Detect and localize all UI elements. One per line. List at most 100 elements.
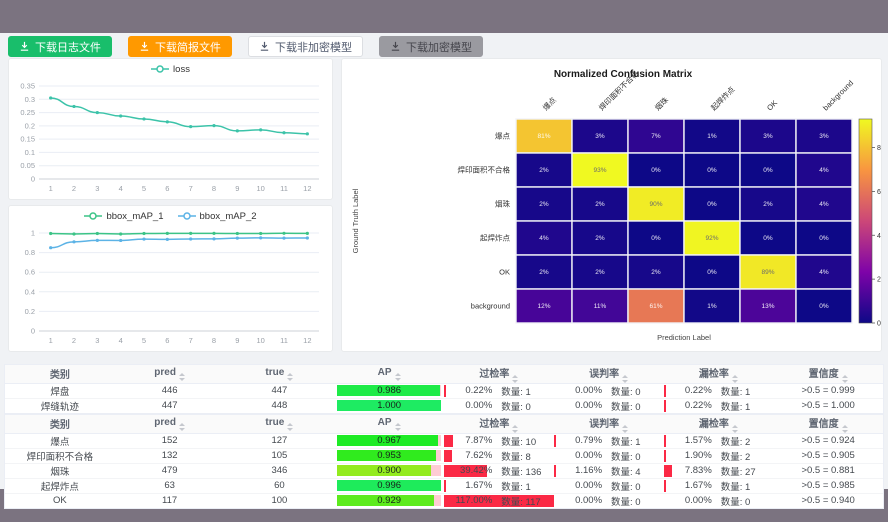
true-count-cell: 346	[224, 463, 335, 479]
ap-bar: 0.953	[337, 450, 441, 461]
sort-caret-icon[interactable]	[841, 375, 848, 382]
svg-text:2%: 2%	[539, 269, 549, 276]
download-encrypted-model-button[interactable]: 下载加密模型	[379, 36, 483, 57]
rate-bar	[444, 384, 446, 397]
ap-value-cell: 0.996	[334, 478, 444, 494]
table-row: 焊印面积不合格 132 105 0.953 7.62% 数量: 8 0.00% 数量: 0 1.…	[5, 448, 883, 464]
legend-label: bbox_mAP_1	[106, 210, 164, 222]
sort-caret-icon[interactable]	[287, 373, 294, 381]
column-header-6[interactable]: 漏检率	[663, 365, 774, 384]
svg-text:4%: 4%	[819, 269, 829, 276]
ap-value-cell: 0.929	[334, 493, 444, 508]
confidence-cell: >0.5 = 0.940	[801, 495, 855, 506]
loss-chart-card: loss 0 0.05 0.1 0.15 0.2 0.25 0.3 0.35 1 2 3 4 5 6 7 8 9…	[8, 58, 333, 200]
ap-bar: 1.000	[337, 400, 441, 411]
sort-caret-icon[interactable]	[622, 425, 629, 432]
svg-text:6: 6	[165, 184, 169, 193]
column-header-5[interactable]: 误判率	[553, 415, 664, 434]
sort-caret-icon[interactable]	[731, 375, 738, 382]
svg-text:4: 4	[119, 336, 123, 345]
download-log-button[interactable]: 下载日志文件	[8, 36, 112, 57]
pred-count-cell: 479	[114, 463, 225, 479]
column-header-4[interactable]: 过检率	[444, 415, 554, 434]
over-rate-cell: 7.62% 数量: 8	[444, 448, 554, 464]
miss-rate-cell: 1.90% 数量: 2	[663, 448, 774, 464]
svg-text:9: 9	[235, 184, 239, 193]
map-chart-card: bbox_mAP_1 bbox_mAP_2 0 0.2 0.4 0.6 0.8 1 1 2 3 4 5…	[8, 205, 333, 352]
svg-text:93%: 93%	[593, 167, 606, 174]
class-name-cell: 焊缝轨迹	[40, 401, 79, 413]
rate-bar	[663, 399, 666, 412]
sort-caret-icon[interactable]	[287, 423, 294, 431]
svg-text:2: 2	[72, 184, 76, 193]
rate-bar	[553, 464, 556, 477]
svg-text:0%: 0%	[819, 303, 829, 310]
legend-item-loss[interactable]: loss	[151, 64, 190, 75]
miss-rate-cell: 0.00% 数量: 0	[684, 495, 751, 508]
svg-text:0.8: 0.8	[25, 248, 35, 257]
download-log-label: 下载日志文件	[35, 41, 101, 54]
column-header-1[interactable]: pred	[114, 365, 225, 384]
svg-text:11: 11	[280, 336, 288, 345]
download-plain-model-button[interactable]: 下载非加密模型	[248, 36, 363, 57]
svg-text:0%: 0%	[707, 167, 717, 174]
sort-caret-icon[interactable]	[841, 425, 848, 432]
legend-label: loss	[173, 63, 190, 75]
svg-text:烟珠: 烟珠	[495, 199, 510, 209]
sort-caret-icon[interactable]	[622, 375, 629, 382]
svg-text:1: 1	[49, 336, 53, 345]
sort-caret-icon[interactable]	[394, 423, 401, 431]
svg-text:13%: 13%	[761, 303, 774, 310]
svg-text:3%: 3%	[819, 133, 829, 140]
svg-text:0%: 0%	[763, 167, 773, 174]
misjudge-rate-cell: 0.79% 数量: 1	[553, 433, 664, 449]
ap-value-cell: 0.967	[334, 433, 444, 449]
sort-caret-icon[interactable]	[394, 373, 401, 381]
svg-text:2%: 2%	[651, 269, 661, 276]
column-header-7[interactable]: 置信度	[773, 365, 883, 384]
miss-rate-cell: 1.67% 数量: 1	[663, 478, 774, 494]
column-header-5[interactable]: 误判率	[553, 365, 664, 384]
ap-value-cell: 0.953	[334, 448, 444, 464]
column-header-3[interactable]: AP	[334, 365, 444, 384]
download-report-button[interactable]: 下载简报文件	[128, 36, 232, 57]
pred-count-cell: 152	[114, 433, 225, 449]
sort-caret-icon[interactable]	[512, 425, 519, 432]
ap-value-cell: 0.900	[334, 463, 444, 479]
legend-item-bbox_mAP_1[interactable]: bbox_mAP_1	[84, 210, 164, 222]
true-count-cell: 448	[271, 400, 288, 411]
column-header-4[interactable]: 过检率	[444, 365, 554, 384]
column-header-7[interactable]: 置信度	[773, 415, 883, 434]
map-chart-legend[interactable]: bbox_mAP_1 bbox_mAP_2	[9, 206, 332, 226]
svg-text:0: 0	[31, 327, 35, 336]
main-content: 下载日志文件 下载简报文件 下载非加密模型 下载加密模型 loss 0 0.05 0…	[0, 33, 888, 509]
confidence-cell: >0.5 = 0.985	[773, 478, 883, 494]
column-header-3[interactable]: AP	[334, 415, 444, 434]
ap-value-cell: 1.000	[334, 398, 444, 413]
svg-text:92%: 92%	[705, 235, 718, 242]
loss-chart-legend[interactable]: loss	[9, 59, 332, 79]
sort-caret-icon[interactable]	[178, 373, 185, 381]
sort-caret-icon[interactable]	[512, 375, 519, 382]
misjudge-rate-cell: 0.00% 数量: 0	[553, 448, 664, 464]
svg-text:background: background	[471, 302, 510, 311]
column-header-1[interactable]: pred	[114, 415, 225, 434]
sort-caret-icon[interactable]	[178, 423, 185, 431]
svg-text:7: 7	[189, 184, 193, 193]
legend-item-bbox_mAP_2[interactable]: bbox_mAP_2	[177, 211, 257, 222]
misjudge-rate-cell: 0.00% 数量: 0	[575, 400, 641, 413]
map-line-chart: 00.20.40.60.811 2 3 4 5 6 7 8 9 10 11 12	[25, 229, 319, 345]
download-icon	[140, 41, 149, 51]
sort-caret-icon[interactable]	[731, 425, 738, 432]
svg-text:4%: 4%	[539, 235, 549, 242]
column-header-2[interactable]: true	[224, 415, 335, 434]
rate-bar	[553, 434, 556, 447]
column-header-6[interactable]: 漏检率	[663, 415, 774, 434]
column-header-2[interactable]: true	[224, 365, 335, 384]
table-row: 烟珠 479 346 0.900 39.42% 数量: 136 1.16% 数量: 4 7.83…	[5, 463, 883, 479]
svg-text:1: 1	[49, 184, 53, 193]
table-row: 起焊炸点 63 60 0.996 1.67% 数量: 1 0.00% 数量: 0 1.67% 数量…	[5, 478, 883, 494]
ap-value-cell: 0.986	[334, 383, 444, 399]
svg-text:12: 12	[303, 336, 311, 345]
confidence-cell: >0.5 = 0.999	[773, 383, 883, 399]
